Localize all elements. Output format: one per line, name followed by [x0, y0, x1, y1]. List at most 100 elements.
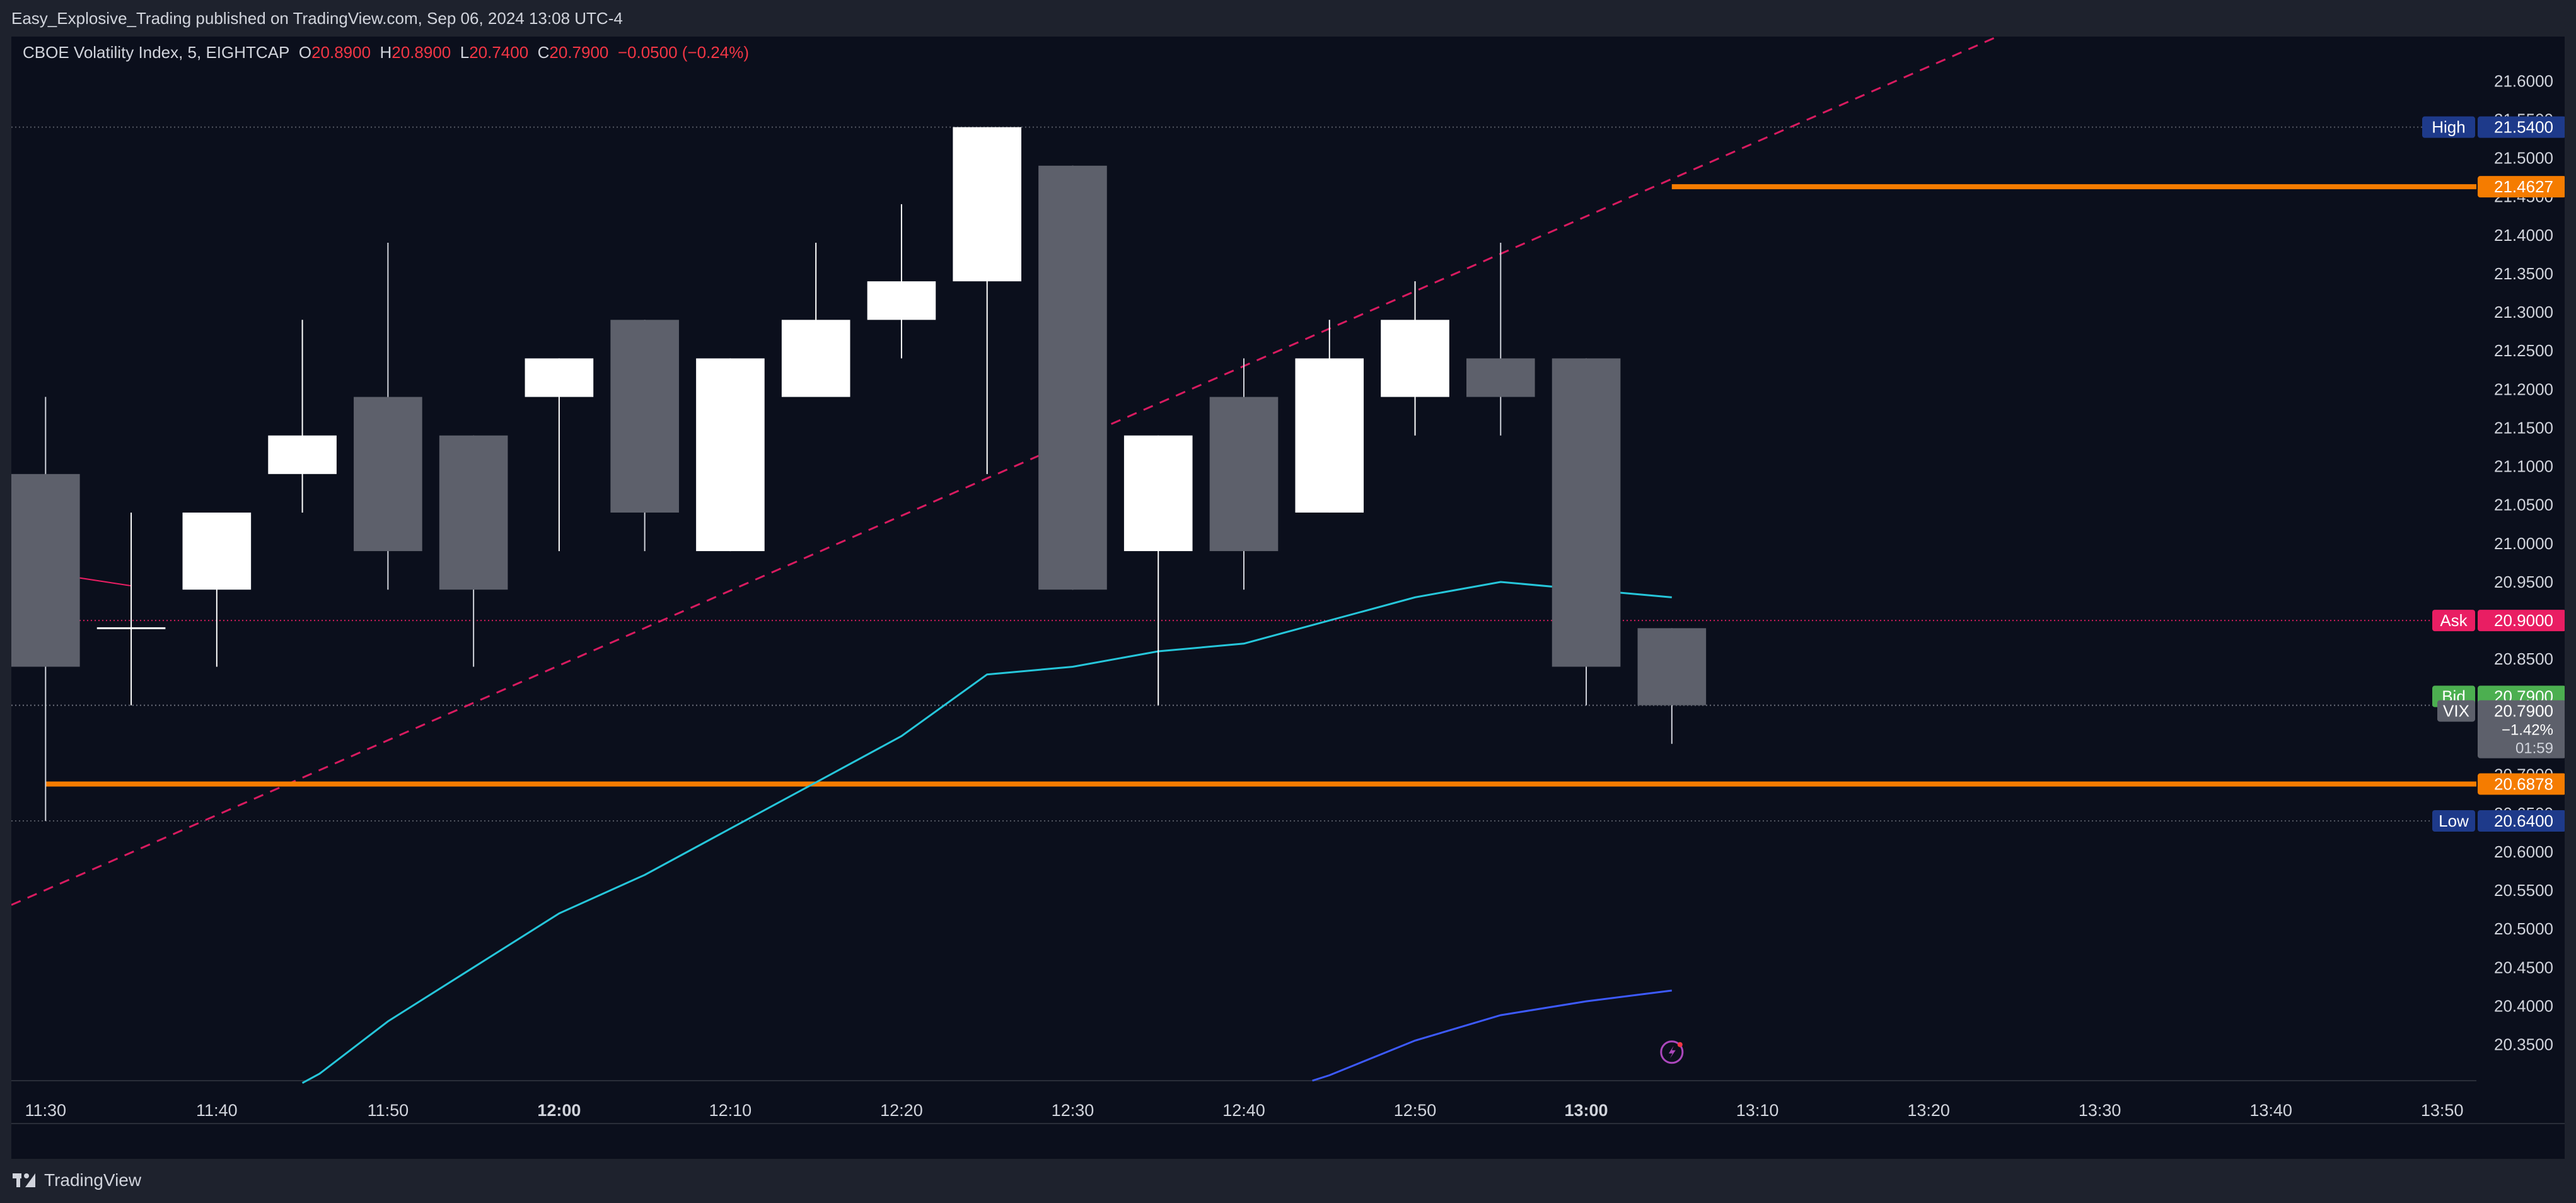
price-tick-label: 21.1500: [2494, 418, 2553, 437]
candle-body[interactable]: [610, 320, 679, 513]
orange-upper-price-tag-value: 21.4627: [2494, 177, 2553, 196]
orange-lower-price-tag-value: 20.6878: [2494, 775, 2553, 794]
candle-body[interactable]: [867, 281, 936, 320]
candle-body[interactable]: [1552, 358, 1621, 667]
candle-body[interactable]: [525, 358, 594, 397]
candle-body[interactable]: [696, 358, 765, 552]
candle-body[interactable]: [1381, 320, 1449, 397]
flash-icon[interactable]: [1660, 1040, 1684, 1064]
flash-icon-bolt: [1668, 1045, 1676, 1059]
vix-price-tag-value: 20.7900: [2494, 702, 2553, 721]
price-tick-label: 20.4000: [2494, 996, 2553, 1015]
vix-countdown: 01:59: [2515, 740, 2553, 757]
price-tick-label: 20.4500: [2494, 958, 2553, 977]
ask-price-tag-label: Ask: [2440, 611, 2468, 630]
open-value: 20.8900: [311, 43, 380, 62]
candle-body[interactable]: [1123, 435, 1193, 552]
price-tick-label: 21.2500: [2494, 341, 2553, 360]
time-tick-label: 13:30: [2079, 1101, 2121, 1120]
candle-body[interactable]: [1466, 358, 1535, 397]
time-tick-label: 11:50: [368, 1101, 409, 1120]
low-value: 20.7400: [469, 43, 537, 62]
candle-body[interactable]: [182, 512, 252, 590]
time-tick-label: 13:50: [2421, 1101, 2464, 1120]
high-value: 20.8900: [392, 43, 460, 62]
price-tick-label: 21.3000: [2494, 303, 2553, 322]
close-value: 20.7900: [549, 43, 617, 62]
price-tick-label: 20.6000: [2494, 842, 2553, 861]
low-label: L: [460, 43, 469, 62]
time-tick-label: 13:00: [1565, 1101, 1608, 1120]
low-price-tag-label: Low: [2439, 811, 2469, 830]
chart-area[interactable]: 20.3500 20.4000 20.4500 20.5000 20.5500 20.60…: [11, 37, 2565, 1159]
price-tick-label: 20.5000: [2494, 919, 2553, 938]
price-tick-label: 21.5000: [2494, 149, 2553, 168]
low-price-tag-value: 20.6400: [2494, 811, 2553, 830]
price-tick-label: 21.0000: [2494, 534, 2553, 553]
high-price-tag-label: High: [2432, 118, 2465, 137]
low-price-tag-label-box: [2432, 810, 2475, 832]
price-tick-label: 20.3500: [2494, 1035, 2553, 1054]
flash-icon-dot: [1677, 1042, 1683, 1047]
time-tick-label: 13:20: [1907, 1101, 1950, 1120]
candle-body[interactable]: [268, 435, 337, 474]
tradingview-brand[interactable]: TradingView: [13, 1170, 141, 1190]
time-tick-label: 12:30: [1052, 1101, 1094, 1120]
price-tick-label: 21.2000: [2494, 380, 2553, 398]
footer-bar: TradingView: [0, 1159, 2576, 1203]
close-label: C: [538, 43, 550, 62]
ask-price-tag-box[interactable]: [2478, 610, 2565, 632]
moving-average-slow: [1312, 989, 1672, 1082]
high-label: H: [380, 43, 392, 62]
publisher-text: Easy_Explosive_Trading published on Trad…: [11, 9, 623, 28]
candle-body[interactable]: [1295, 358, 1364, 513]
time-tick-label: 12:50: [1394, 1101, 1437, 1120]
open-label: O: [299, 43, 311, 62]
ask-price-tag-label-box: [2432, 610, 2475, 632]
time-tick-label: 13:40: [2249, 1101, 2292, 1120]
vix-label-box: [2437, 700, 2475, 722]
price-tick-label: 20.8500: [2494, 649, 2553, 668]
candle-body[interactable]: [11, 474, 80, 667]
symbol-legend[interactable]: CBOE Volatility Index, 5, EIGHTCAP O20.8…: [23, 43, 749, 62]
price-tick-label: 21.3500: [2494, 264, 2553, 283]
time-tick-label: 12:20: [880, 1101, 923, 1120]
time-tick-label: 11:30: [25, 1101, 67, 1120]
ask-price-tag-value: 20.9000: [2494, 611, 2553, 630]
price-tick-label: 20.5500: [2494, 881, 2553, 900]
orange-upper-price-tag-box[interactable]: [2478, 176, 2565, 198]
time-tick-label: 11:40: [196, 1101, 238, 1120]
candle-body[interactable]: [1637, 628, 1707, 706]
candle-body[interactable]: [781, 320, 850, 397]
candle-body[interactable]: [1038, 165, 1107, 590]
time-tick-label: 12:10: [709, 1101, 752, 1120]
candle-body[interactable]: [953, 127, 1022, 282]
low-price-tag-box[interactable]: [2478, 810, 2565, 832]
change-value: −0.0500 (−0.24%): [618, 43, 749, 62]
high-price-tag-label-box: [2422, 116, 2475, 138]
symbol-name: CBOE Volatility Index, 5, EIGHTCAP: [23, 43, 299, 62]
time-tick-label: 13:10: [1736, 1101, 1779, 1120]
price-tick-label: 21.6000: [2494, 71, 2553, 90]
publisher-bar: Easy_Explosive_Trading published on Trad…: [0, 0, 2576, 37]
time-tick-label: 12:40: [1222, 1101, 1265, 1120]
price-tick-label: 20.9500: [2494, 572, 2553, 591]
orange-lower-price-tag-box[interactable]: [2478, 773, 2565, 795]
brand-name: TradingView: [44, 1170, 142, 1190]
candle-body[interactable]: [354, 397, 422, 552]
time-tick-label: 12:00: [537, 1101, 581, 1120]
price-tick-label: 21.1000: [2494, 457, 2553, 476]
candle-body[interactable]: [439, 435, 508, 590]
vix-label: VIX: [2443, 702, 2469, 721]
high-price-tag-box[interactable]: [2478, 116, 2565, 138]
candle-body[interactable]: [1209, 397, 1279, 552]
vix-price-tag-box[interactable]: [2478, 700, 2565, 758]
candlestick-chart[interactable]: 20.3500 20.4000 20.4500 20.5000 20.5500 20.60…: [11, 37, 2565, 1159]
price-tick-label: 21.0500: [2494, 496, 2553, 514]
tradingview-logo-icon: [13, 1171, 41, 1190]
moving-average-fast: [301, 581, 1672, 1084]
vix-change: −1.42%: [2502, 722, 2553, 739]
high-price-tag-value: 21.5400: [2494, 118, 2553, 137]
trendline-dashed: [11, 37, 2000, 906]
price-tick-label: 21.4000: [2494, 226, 2553, 245]
